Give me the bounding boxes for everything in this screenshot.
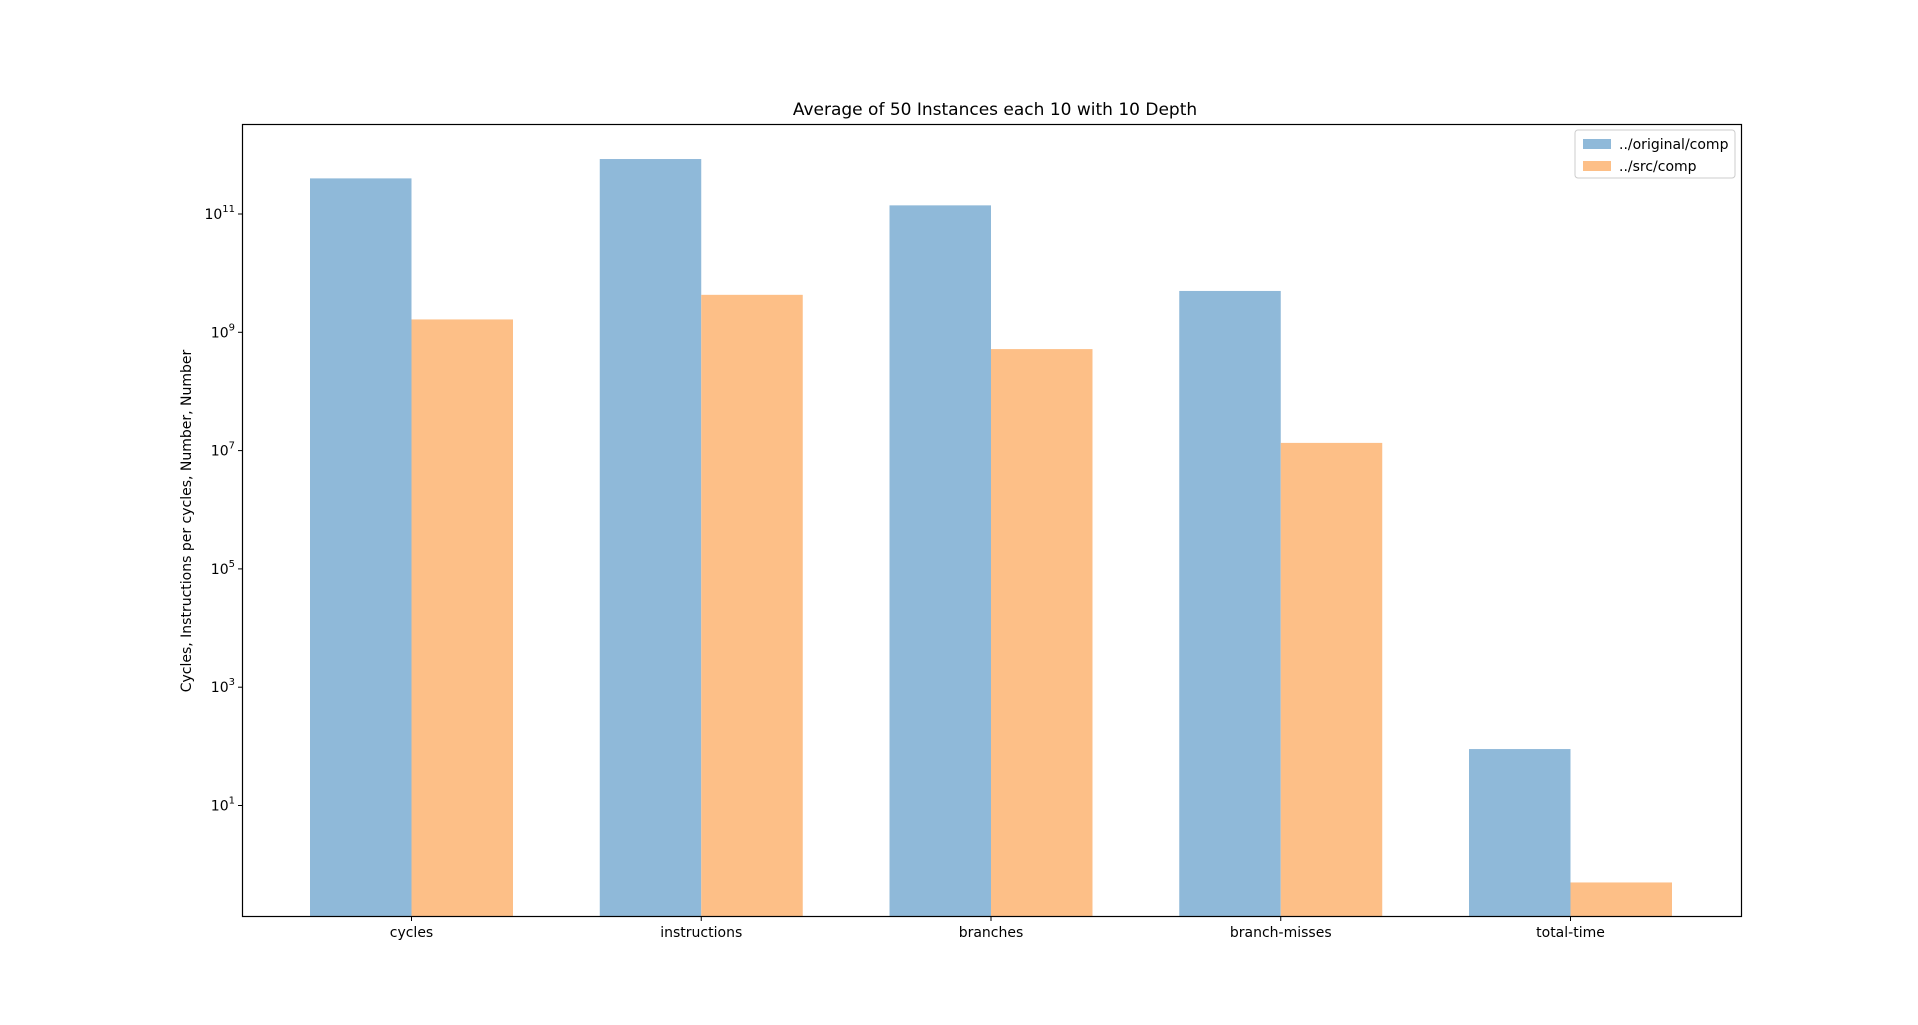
bar-branch-misses-series-2: [1280, 442, 1383, 916]
legend-swatch-series-1: [1583, 139, 1611, 149]
x-ticks-layer: cycles instructions branches branch-misses t…: [390, 916, 1605, 941]
bar-total-time-series-1: [1469, 749, 1571, 916]
plot-frame: [241, 123, 1743, 918]
y-tick-label-1e5: 105: [211, 559, 235, 578]
y-tick-label-1e7: 107: [211, 441, 235, 460]
x-tick-label-total-time: total-time: [1536, 925, 1605, 941]
x-tick-label-instructions: instructions: [660, 925, 742, 941]
bar-instructions-series-2: [701, 294, 803, 917]
legend-swatch-series-2: [1583, 161, 1611, 171]
bar-branches-series-1: [889, 205, 991, 917]
bar-total-time-series-2: [1570, 882, 1672, 916]
legend-label-series-2: ../src/comp: [1619, 159, 1697, 175]
bar-branch-misses-series-1: [1179, 290, 1281, 916]
y-tick-label-1e3: 103: [211, 677, 235, 696]
y-tick-label-1e1: 101: [211, 796, 235, 815]
x-tick-label-branch-misses: branch-misses: [1230, 925, 1332, 941]
chart-title: Average of 50 Instances each 10 with 10 …: [793, 100, 1197, 120]
y-axis-label: Cycles, Instructions per cycles, Number,…: [179, 349, 195, 692]
x-tick-label-branches: branches: [959, 925, 1024, 941]
bar-instructions-series-1: [599, 159, 702, 916]
bars-layer: [310, 159, 1672, 917]
legend: ../original/comp ../src/comp: [1574, 129, 1736, 179]
bar-cycles-series-1: [310, 178, 412, 916]
y-tick-label-1e11: 1011: [204, 204, 235, 223]
legend-label-series-1: ../original/comp: [1619, 137, 1729, 153]
y-ticks-layer: 101 103 105 107 109 1011: [204, 204, 243, 815]
legend-frame: [1574, 129, 1736, 179]
x-tick-label-cycles: cycles: [390, 925, 433, 941]
y-tick-label-1e9: 109: [211, 322, 235, 341]
bar-cycles-series-2: [411, 319, 513, 917]
bar-branches-series-2: [991, 349, 1093, 916]
